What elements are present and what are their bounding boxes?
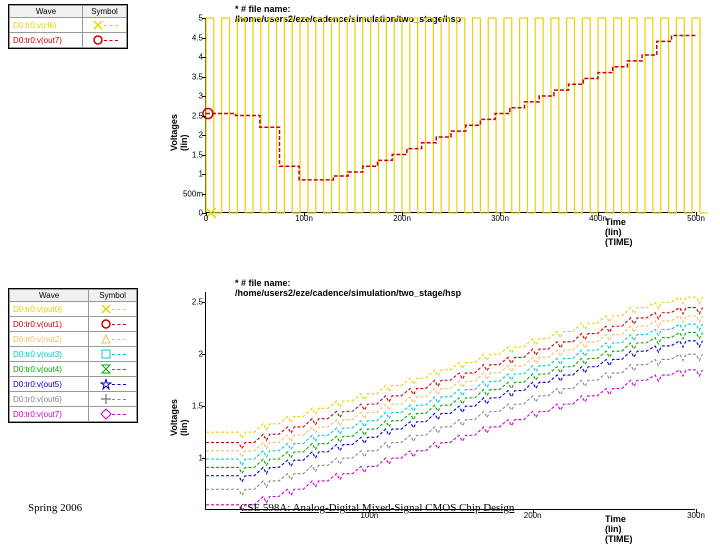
footer-right: CSE 598A: Analog-Digital Mixed-Signal CM… (240, 502, 514, 514)
trace-series (206, 297, 703, 438)
legend-header: Symbol (89, 290, 137, 302)
legend-header: Wave (10, 6, 83, 18)
trace-out7 (206, 34, 696, 179)
legend-row: D0:tr0:v(out3) (10, 347, 137, 362)
legend-header: Wave (10, 290, 89, 302)
chart-top-plotarea: 0500m11.522.533.544.550100n200n300n400n5… (205, 18, 695, 213)
chart-top-svg (206, 18, 696, 213)
trace-series (206, 354, 703, 495)
trace-series (206, 308, 703, 449)
legend-row: D0:tr0:v(out7) (10, 33, 127, 48)
trace-clk (206, 18, 708, 213)
legend-header: Symbol (83, 6, 127, 18)
trace-series (206, 341, 703, 482)
legend-bottom: WaveSymbolD0:tr0:v(out0)D0:tr0:v(out1)D0… (8, 288, 138, 423)
trace-series (206, 324, 703, 465)
legend-row: D0:tr0:v(out1) (10, 317, 137, 332)
trace-series (206, 316, 703, 457)
chart-bottom-ylabel: Voltages (lin) (169, 399, 189, 436)
legend-row: D0:tr0:v(out2) (10, 332, 137, 347)
legend-row: D0:tr0:v(out5) (10, 377, 137, 392)
legend-top: WaveSymbolD0:tr0:v(clk)D0:tr0:v(out7) (8, 4, 128, 49)
legend-row: D0:tr0:v(out6) (10, 392, 137, 407)
legend-row: D0:tr0:v(out0) (10, 302, 137, 317)
legend-row: D0:tr0:v(out4) (10, 362, 137, 377)
chart-bottom-svg (206, 292, 696, 510)
legend-row: D0:tr0:v(out7) (10, 407, 137, 422)
chart-bottom-plotarea: 11.522.5100n200n300n (205, 292, 695, 510)
chart-top-xlabel: Time (lin) (TIME) (605, 217, 633, 247)
chart-top-ylabel: Voltages (lin) (169, 114, 189, 151)
trace-series (206, 370, 703, 511)
legend-row: D0:tr0:v(clk) (10, 18, 127, 33)
footer-left: Spring 2006 (28, 502, 82, 514)
trace-series (206, 332, 703, 473)
